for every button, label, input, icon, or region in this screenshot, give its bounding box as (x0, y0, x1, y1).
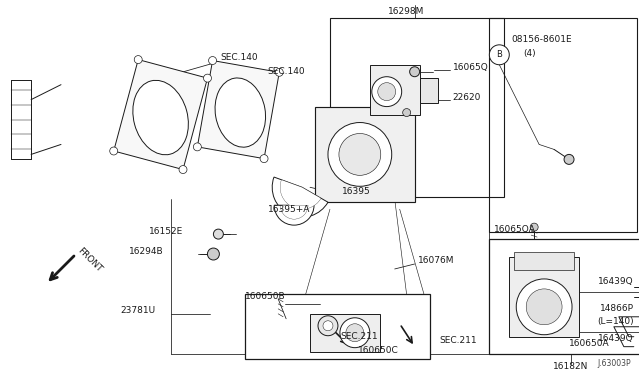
Circle shape (516, 279, 572, 335)
Text: 08156-8601E: 08156-8601E (511, 35, 572, 44)
Text: 160650C: 160650C (358, 346, 399, 355)
Bar (515, 252, 574, 270)
Bar (310, 314, 380, 352)
Text: 16298M: 16298M (388, 7, 424, 16)
Ellipse shape (215, 78, 266, 147)
Circle shape (328, 122, 392, 186)
Text: SEC.211: SEC.211 (440, 336, 477, 345)
Circle shape (490, 45, 509, 65)
Text: 16439Q: 16439Q (598, 278, 634, 286)
Circle shape (275, 68, 284, 76)
Text: 14866P: 14866P (600, 304, 634, 313)
Circle shape (323, 321, 333, 331)
Polygon shape (197, 61, 279, 158)
Wedge shape (274, 205, 314, 225)
Bar (509, 257, 579, 337)
Circle shape (134, 55, 142, 64)
Wedge shape (280, 205, 308, 219)
Circle shape (410, 67, 420, 77)
Circle shape (207, 248, 220, 260)
Circle shape (109, 147, 118, 155)
Text: SEC.140: SEC.140 (268, 67, 305, 76)
Text: 16395+A: 16395+A (268, 205, 310, 214)
Text: SEC.140: SEC.140 (220, 53, 258, 62)
Circle shape (339, 134, 381, 175)
Wedge shape (280, 180, 321, 209)
Circle shape (564, 154, 574, 164)
Text: J.63003P: J.63003P (597, 359, 631, 368)
Bar (245, 294, 429, 359)
Text: 16294B: 16294B (129, 247, 163, 256)
Text: 16182N: 16182N (554, 362, 589, 371)
Text: 160650B: 160650B (245, 292, 286, 301)
Text: 16065Q: 16065Q (452, 63, 488, 72)
Circle shape (372, 77, 402, 107)
Bar (315, 107, 415, 202)
Circle shape (260, 155, 268, 163)
Ellipse shape (133, 80, 188, 155)
Bar (490, 18, 637, 232)
Text: 16395: 16395 (342, 187, 371, 196)
Text: B: B (497, 50, 502, 59)
Wedge shape (272, 177, 328, 217)
Bar (330, 18, 504, 197)
Circle shape (530, 223, 538, 231)
Circle shape (213, 229, 223, 239)
Circle shape (204, 74, 211, 82)
Circle shape (526, 289, 562, 325)
Circle shape (378, 83, 396, 100)
Bar (490, 239, 640, 354)
Circle shape (340, 318, 370, 348)
Bar (370, 65, 420, 115)
Circle shape (403, 109, 411, 116)
Bar (420, 78, 438, 103)
Text: (L=140): (L=140) (597, 317, 634, 326)
Text: 16439Q: 16439Q (598, 334, 634, 343)
Circle shape (209, 57, 216, 64)
Text: 22620: 22620 (452, 93, 481, 102)
Text: (4): (4) (524, 49, 536, 58)
Polygon shape (114, 60, 207, 170)
Text: 16065QA: 16065QA (494, 225, 536, 234)
Text: SEC.211: SEC.211 (340, 332, 378, 341)
Text: 160650A: 160650A (569, 339, 610, 348)
Text: 16076M: 16076M (418, 257, 454, 266)
Text: 16152E: 16152E (148, 227, 183, 235)
Circle shape (193, 143, 202, 151)
Circle shape (346, 324, 364, 342)
Text: FRONT: FRONT (76, 246, 104, 274)
Circle shape (179, 166, 187, 173)
Text: 23781U: 23781U (121, 306, 156, 315)
Circle shape (318, 316, 338, 336)
